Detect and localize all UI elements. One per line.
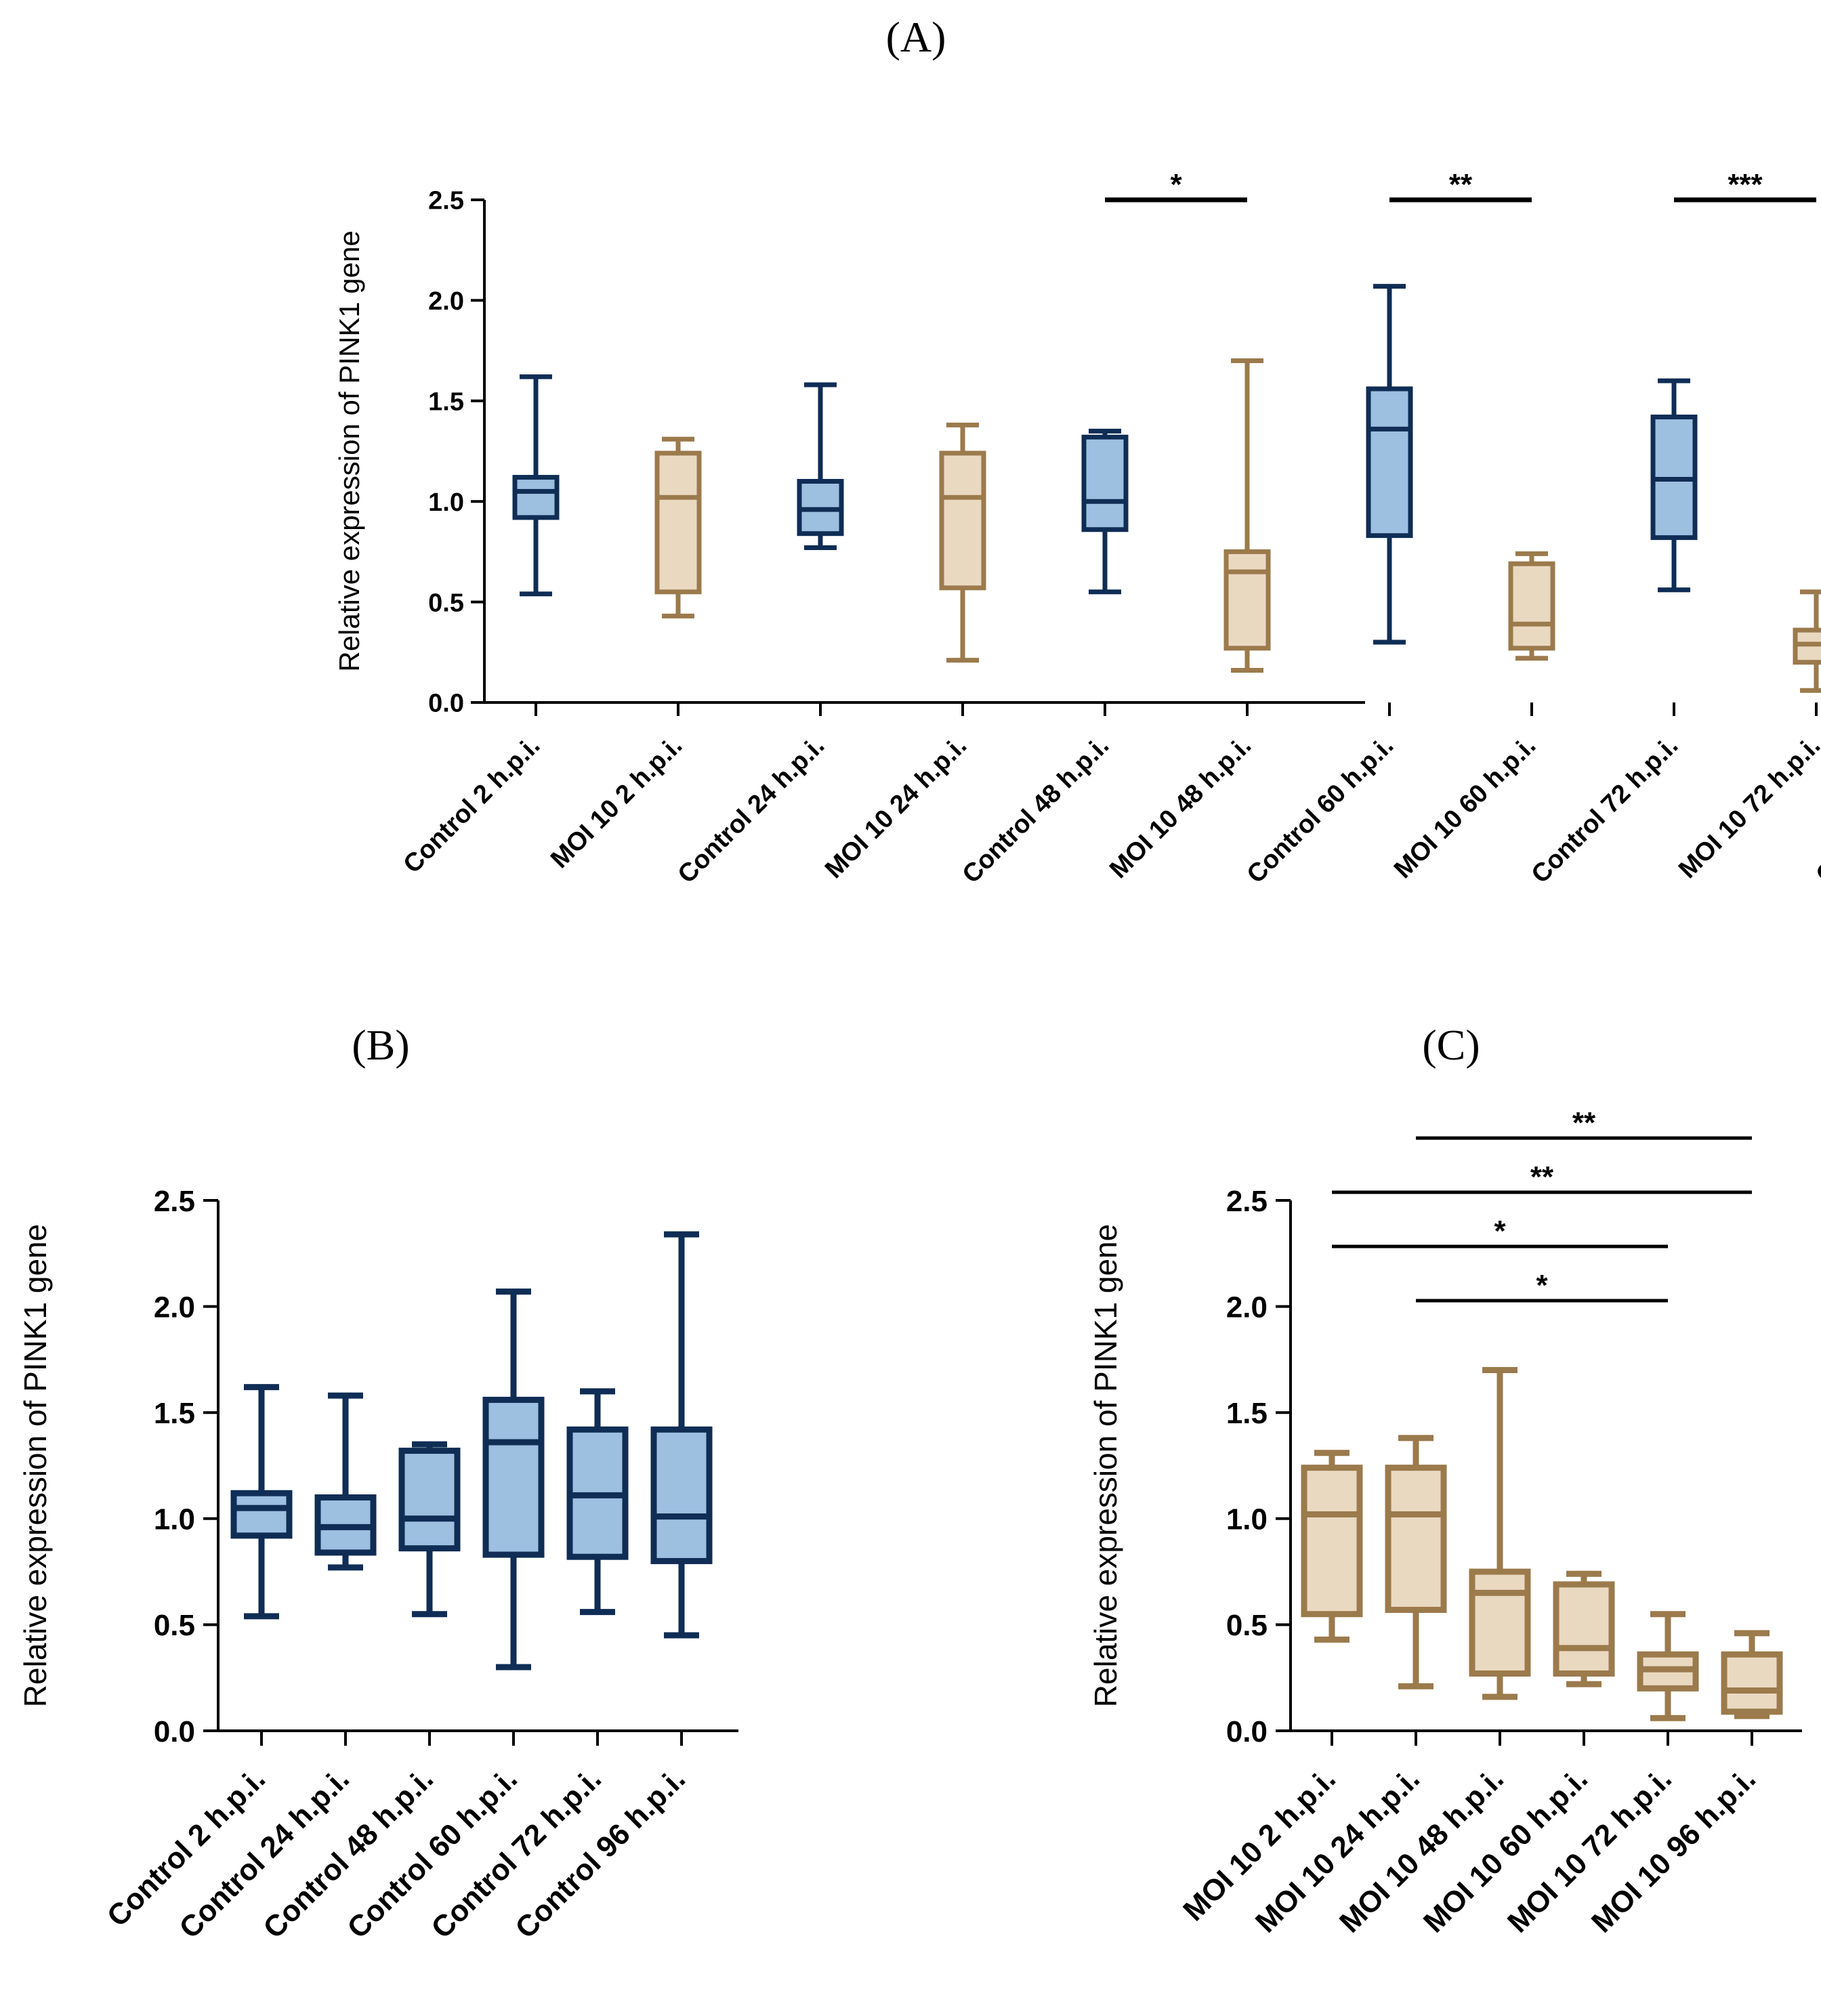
significance-label: *** xyxy=(1728,168,1763,201)
y-tick-label: 1.5 xyxy=(428,387,464,416)
y-tick-label: 0.5 xyxy=(1226,1609,1268,1642)
iqr-box xyxy=(398,1448,461,1552)
iqr-box xyxy=(654,450,702,595)
y-tick-label: 1.5 xyxy=(1226,1397,1268,1430)
y-tick-label: 2.5 xyxy=(428,187,464,215)
category-label: Control 48 h.p.i. xyxy=(957,732,1115,889)
category-label: MOI 10 2 h.p.i. xyxy=(545,732,688,874)
y-tick-label: 1.0 xyxy=(154,1503,195,1536)
control-box xyxy=(482,1288,545,1671)
moi-box xyxy=(1223,358,1271,673)
iqr-box xyxy=(482,1396,545,1558)
iqr-box xyxy=(1223,549,1271,651)
y-tick-label: 1.0 xyxy=(428,488,464,517)
iqr-box xyxy=(1385,1465,1447,1613)
moi-box xyxy=(1508,551,1555,661)
y-axis-title: Relative expression of PINK1 gene xyxy=(333,230,365,671)
iqr-box xyxy=(650,1426,713,1564)
iqr-box xyxy=(1366,386,1413,539)
control-box xyxy=(1650,378,1698,593)
y-tick-label: 2.0 xyxy=(1226,1290,1268,1324)
panel-c: (C) 0.0 0.5 1.0 1.5 2.0 2.5 Relative expressio… xyxy=(1088,1021,1802,1939)
control-box xyxy=(797,382,844,550)
category-label: MOI 10 60 h.p.i. xyxy=(1389,732,1541,884)
significance-label: ** xyxy=(1530,1160,1554,1194)
moi-box xyxy=(1385,1435,1447,1689)
moi-box xyxy=(1721,1630,1783,1719)
significance-label: ** xyxy=(1449,168,1473,201)
control-box xyxy=(512,374,560,597)
panel-a: (A) 0.0 0.5 1.0 1.5 2.0 2.5 Relative expressio… xyxy=(333,13,1821,889)
control-box xyxy=(1366,284,1413,645)
category-label: MOI 10 72 h.p.i. xyxy=(1673,732,1821,884)
y-tick-label: 0.0 xyxy=(1226,1715,1268,1748)
moi-box xyxy=(939,422,986,663)
significance-label: * xyxy=(1536,1269,1548,1302)
moi-box xyxy=(654,436,702,618)
category-label: MOI 10 2 h.p.i. xyxy=(1177,1762,1342,1927)
iqr-box xyxy=(512,475,560,520)
iqr-box xyxy=(939,450,986,591)
iqr-box xyxy=(230,1490,293,1539)
iqr-box xyxy=(1553,1581,1615,1677)
panel-a-letter: (A) xyxy=(886,13,946,61)
moi-box xyxy=(1553,1570,1615,1687)
iqr-box xyxy=(1081,434,1129,532)
moi-box xyxy=(1301,1450,1363,1643)
control-box xyxy=(314,1392,377,1571)
y-tick-label: 0.0 xyxy=(154,1715,195,1748)
category-label: Control 2 h.p.i. xyxy=(398,732,546,879)
iqr-box xyxy=(1301,1465,1363,1618)
iqr-box xyxy=(1508,561,1555,651)
control-box xyxy=(566,1388,629,1616)
category-label: Control 24 h.p.i. xyxy=(673,732,831,889)
significance-label: * xyxy=(1170,168,1182,201)
iqr-box xyxy=(1469,1568,1531,1677)
panel-b-letter: (B) xyxy=(352,1021,409,1069)
moi-box xyxy=(1469,1367,1531,1700)
y-tick-label: 0.5 xyxy=(428,589,464,617)
category-label: Control 60 h.p.i. xyxy=(1242,732,1400,889)
y-tick-label: 2.5 xyxy=(154,1185,195,1218)
y-tick-label: 2.5 xyxy=(1226,1185,1268,1218)
y-axis-title: Relative expression of PINK1 gene xyxy=(1088,1224,1123,1707)
y-tick-label: 0.0 xyxy=(428,690,464,718)
control-box xyxy=(398,1441,461,1618)
category-label: MOI 10 48 h.p.i. xyxy=(1104,732,1257,884)
iqr-box xyxy=(1721,1651,1783,1715)
moi-box xyxy=(1793,589,1821,693)
y-tick-label: 1.0 xyxy=(1226,1503,1268,1536)
y-tick-label: 2.0 xyxy=(428,287,464,316)
y-axis-title: Relative expression of PINK1 gene xyxy=(18,1224,53,1707)
category-label: MOI 10 24 h.p.i. xyxy=(820,732,972,884)
moi-box xyxy=(1637,1611,1699,1721)
y-tick-label: 2.0 xyxy=(154,1290,195,1324)
category-label: Control 72 h.p.i. xyxy=(1526,732,1684,889)
significance-label: ** xyxy=(1572,1106,1596,1139)
control-box xyxy=(1081,428,1129,595)
y-tick-label: 0.5 xyxy=(154,1609,195,1642)
significance-label: * xyxy=(1494,1215,1506,1248)
panel-c-letter: (C) xyxy=(1422,1021,1480,1069)
panel-b: (B) 0.0 0.5 1.0 1.5 2.0 2.5 Relative expressio… xyxy=(18,1021,738,1945)
y-tick-label: 1.5 xyxy=(154,1397,195,1430)
control-box xyxy=(230,1384,293,1620)
control-box xyxy=(650,1231,713,1639)
